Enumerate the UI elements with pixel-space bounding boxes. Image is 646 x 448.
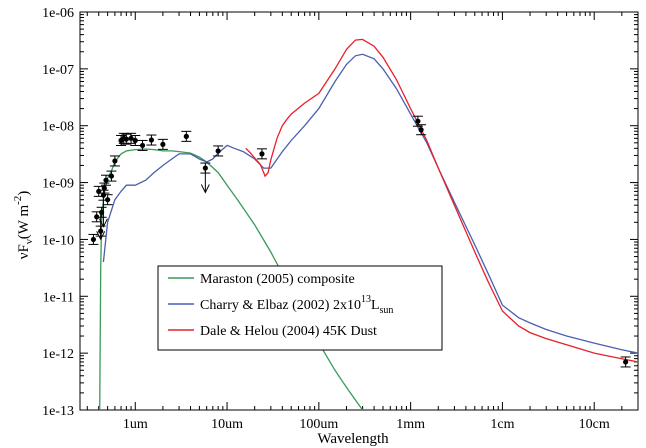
data-marker — [418, 127, 424, 133]
y-axis-title: νFν(W m-2) — [12, 191, 35, 260]
upper-limit — [96, 212, 106, 241]
legend-label-dale: Dale & Helou (2004) 45K Dust — [200, 324, 377, 339]
x-axis: 1um 10um 100um 1mm 1cm 10cm — [86, 12, 623, 432]
legend-entry-dale: Dale & Helou (2004) 45K Dust — [168, 324, 377, 339]
series-line-1 — [102, 53, 639, 354]
data-marker — [148, 137, 155, 143]
legend-label-charry-sup: 13 — [361, 294, 371, 305]
upper-limit-arrowhead — [98, 218, 108, 228]
data-point — [130, 134, 141, 146]
data-point — [96, 206, 107, 218]
y-axis-title-sup: -2 — [12, 196, 24, 205]
series-line-2 — [245, 38, 639, 363]
data-marker — [259, 151, 265, 157]
data-marker — [128, 135, 134, 141]
data-marker — [103, 177, 109, 183]
y-tick-label: 1e-11 — [43, 290, 74, 305]
data-marker — [183, 133, 189, 139]
series-group — [99, 38, 639, 411]
upper-limit-arrowhead — [200, 184, 210, 194]
upper-limit — [200, 165, 210, 194]
data-point — [416, 124, 427, 136]
plot-frame — [79, 11, 639, 411]
y-axis-title-close: ) — [16, 191, 32, 196]
legend-label-charry: Charry & Elbaz (2002) 2x1013Lsun — [200, 294, 393, 316]
legend-label-charry-tail: L — [371, 298, 380, 313]
data-point — [137, 139, 148, 151]
y-axis-title-sub: ν — [23, 239, 35, 244]
data-point — [109, 155, 120, 167]
data-marker — [139, 142, 146, 149]
data-point — [88, 233, 99, 245]
legend-label-charry-text: Charry & Elbaz (2002) 2x10 — [200, 298, 361, 313]
plot-frame-group — [79, 11, 639, 411]
legend-label-maraston: Maraston (2005) composite — [200, 272, 355, 287]
y-axis-title-unit: (W m — [16, 205, 32, 240]
y-tick-label: 1e-06 — [42, 6, 74, 21]
legend-entry-charry: Charry & Elbaz (2002) 2x1013Lsun — [168, 294, 393, 316]
data-point — [126, 132, 137, 144]
x-tick-label: 10um — [211, 417, 243, 432]
data-point — [102, 194, 113, 206]
data-marker — [101, 185, 107, 191]
svg-text:νFν(W m-2): νFν(W m-2) — [12, 191, 35, 260]
data-point — [620, 356, 631, 368]
data-point — [213, 145, 224, 157]
legend-entry-maraston: Maraston (2005) composite — [168, 272, 355, 287]
data-marker — [123, 136, 129, 142]
legend-label-charry-sub: sun — [380, 305, 394, 316]
data-marker — [108, 173, 115, 179]
data-point — [146, 134, 157, 146]
upper-limit — [98, 199, 108, 228]
y-tick-label: 1e-13 — [42, 404, 74, 419]
upper-limit-arrowhead — [96, 231, 106, 241]
data-marker — [623, 359, 629, 365]
data-point — [181, 130, 192, 142]
data-marker — [160, 141, 166, 147]
data-point — [106, 170, 117, 182]
data-points-group — [88, 115, 631, 368]
x-tick-label: 1cm — [490, 417, 514, 432]
data-marker — [415, 118, 421, 124]
legend: Maraston (2005) composite Charry & Elbaz… — [157, 265, 443, 351]
data-marker — [105, 197, 111, 203]
data-marker — [90, 236, 97, 243]
y-tick-label: 1e-07 — [42, 63, 74, 78]
y-tick-label: 1e-12 — [42, 347, 74, 362]
y-tick-label: 1e-10 — [42, 233, 74, 248]
x-tick-label: 1um — [123, 417, 148, 432]
x-tick-label: 10cm — [579, 417, 610, 432]
x-axis-title: Wavelength — [317, 431, 389, 447]
y-tick-label: 1e-08 — [42, 120, 74, 135]
data-marker — [112, 158, 118, 164]
data-point — [121, 133, 132, 145]
data-point — [256, 148, 267, 160]
x-tick-label: 100um — [299, 417, 338, 432]
y-axis: 1e-06 1e-07 1e-08 1e-09 1e-10 1e-11 1e-12 1e-13 — [42, 6, 638, 419]
data-marker — [215, 148, 221, 154]
data-point — [157, 138, 168, 150]
y-axis-title-main: νF — [16, 244, 32, 259]
legend-box — [157, 265, 443, 351]
y-tick-label: 1e-09 — [42, 177, 74, 192]
data-marker — [132, 137, 138, 144]
x-tick-label: 1mm — [396, 417, 425, 432]
